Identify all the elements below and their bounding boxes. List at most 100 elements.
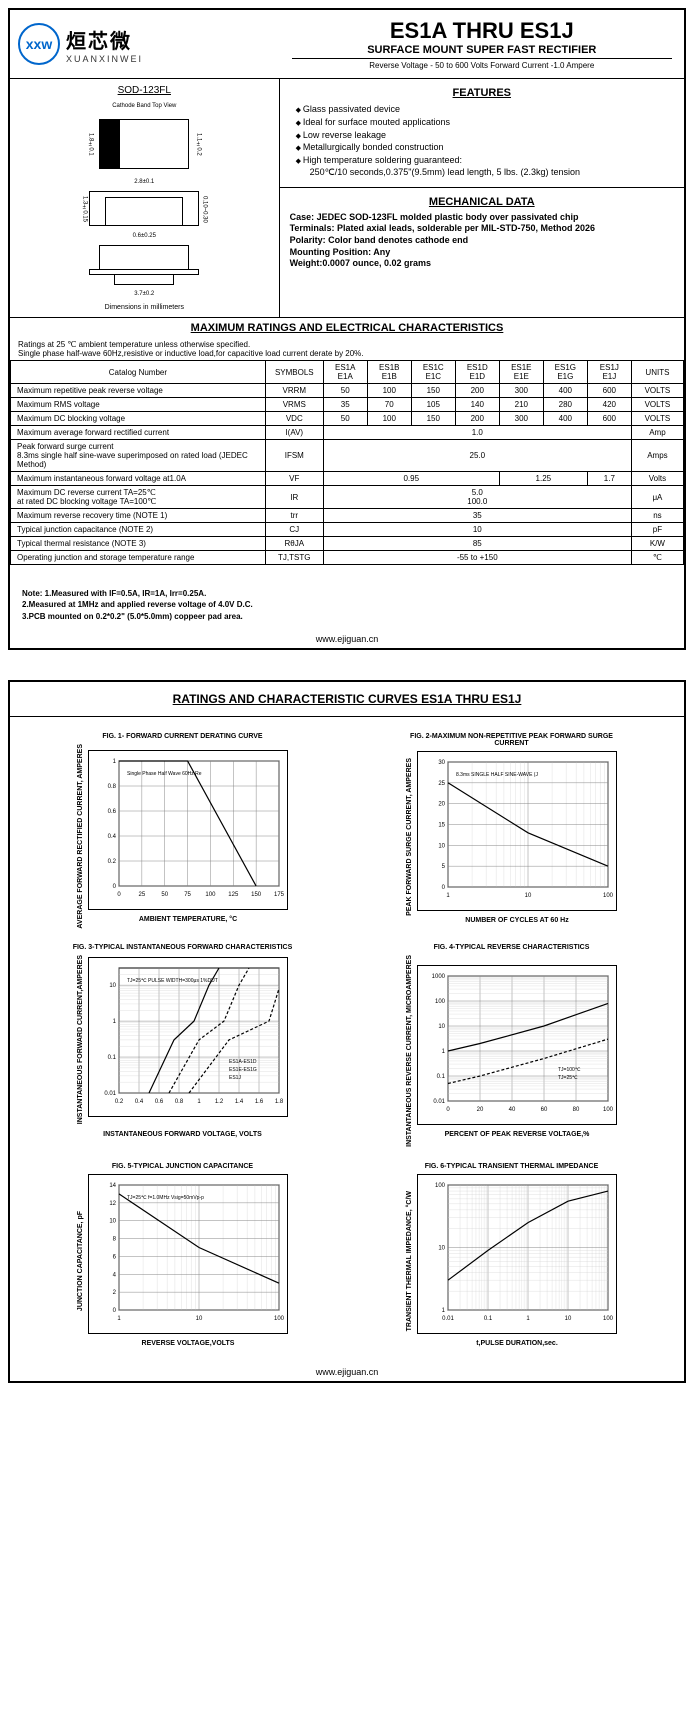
chart-note: Single Phase Half Wave 60Hz Re: [127, 771, 202, 777]
table-row: Maximum DC reverse current TA=25℃ at rat…: [11, 486, 684, 509]
footer-url-2: www.ejiguan.cn: [10, 1363, 684, 1381]
svg-text:0.6: 0.6: [155, 1099, 164, 1105]
svg-text:30: 30: [438, 760, 445, 766]
chart-1: FIG. 1- FORWARD CURRENT DERATING CURVE A…: [26, 733, 339, 929]
feature-item: Glass passivated device: [296, 103, 668, 116]
chart-2: FIG. 2-MAXIMUM NON-REPETITIVE PEAK FORWA…: [355, 733, 668, 929]
chart-note: 8.3ms SINGLE HALF SINE-WAVE (J: [456, 772, 538, 778]
package-top-drawing: [99, 119, 189, 169]
svg-text:125: 125: [228, 892, 239, 898]
svg-text:10: 10: [109, 1219, 116, 1225]
feature-item: Ideal for surface mouted applications: [296, 116, 668, 129]
svg-text:10: 10: [525, 893, 532, 899]
chart-ylabel: TRANSIENT THERMAL IMPEDANCE, °C/W: [406, 1191, 413, 1331]
svg-text:1.2: 1.2: [215, 1099, 224, 1105]
svg-text:1.4: 1.4: [235, 1099, 244, 1105]
svg-text:ES1J: ES1J: [229, 1075, 241, 1081]
svg-text:100: 100: [435, 999, 446, 1005]
dimension-note: Dimensions in millimeters: [16, 304, 273, 311]
ratings-title: MAXIMUM RATINGS AND ELECTRICAL CHARACTER…: [10, 317, 684, 338]
svg-text:60: 60: [541, 1107, 548, 1113]
svg-text:1: 1: [442, 1049, 446, 1055]
chart-4: FIG. 4-TYPICAL REVERSE CHARACTERISTICS I…: [355, 944, 668, 1147]
svg-text:0.2: 0.2: [115, 1099, 124, 1105]
chart-xlabel: t,PULSE DURATION,sec.: [417, 1340, 617, 1347]
chart-xlabel: PERCENT OF PEAK REVERSE VOLTAGE,%: [417, 1131, 617, 1138]
svg-text:1: 1: [526, 1316, 530, 1322]
chart-title: FIG. 1- FORWARD CURRENT DERATING CURVE: [102, 733, 262, 740]
svg-text:ES1A-ES1D: ES1A-ES1D: [229, 1059, 257, 1065]
svg-text:75: 75: [184, 892, 191, 898]
package-diagram: SOD-123FL Cathode Band Top View 1.8±0.1 …: [10, 79, 280, 317]
chart-note: TJ=25℃ f=1.0MHz Vsig=50mVp-p: [127, 1195, 204, 1201]
chart-3: FIG. 3-TYPICAL INSTANTANEOUS FORWARD CHA…: [26, 944, 339, 1147]
chart-sublabel: INSTANTANEOUS FORWARD VOLTAGE, VOLTS: [103, 1131, 262, 1138]
chart-title: FIG. 3-TYPICAL INSTANTANEOUS FORWARD CHA…: [73, 944, 293, 951]
chart-ylabel: INSTANTANEOUS FORWARD CURRENT,AMPERES: [77, 955, 84, 1124]
svg-text:1: 1: [442, 1308, 446, 1314]
svg-text:4: 4: [113, 1273, 117, 1279]
svg-text:0: 0: [113, 1308, 117, 1314]
svg-text:0.8: 0.8: [175, 1099, 184, 1105]
table-row: Peak forward surge current 8.3ms single …: [11, 440, 684, 472]
chart-title: FIG. 4-TYPICAL REVERSE CHARACTERISTICS: [434, 944, 590, 951]
svg-text:0.01: 0.01: [433, 1099, 445, 1105]
svg-text:12: 12: [109, 1201, 116, 1207]
datasheet-page-2: RATINGS AND CHARACTERISTIC CURVES ES1A T…: [8, 680, 686, 1383]
table-row: Maximum reverse recovery time (NOTE 1)tr…: [11, 509, 684, 523]
svg-text:100: 100: [205, 892, 216, 898]
svg-text:TJ=25℃: TJ=25℃: [558, 1075, 578, 1081]
chart-ylabel: AVERAGE FORWARD RECTIFIED CURRENT, AMPER…: [77, 744, 84, 929]
logo-icon: xxw: [18, 23, 60, 65]
svg-text:8: 8: [113, 1237, 117, 1243]
footer-url: www.ejiguan.cn: [10, 630, 684, 648]
chart-title: FIG. 6-TYPICAL TRANSIENT THERMAL IMPEDAN…: [425, 1163, 599, 1170]
svg-text:1: 1: [113, 759, 117, 765]
svg-text:0: 0: [446, 1107, 450, 1113]
svg-text:14: 14: [109, 1183, 116, 1189]
chart-svg: 1101000510152025308.3ms SINGLE HALF SINE…: [417, 751, 617, 911]
chart-svg: 025507510012515017500.20.40.60.81Single …: [88, 750, 288, 910]
table-row: Maximum instantaneous forward voltage at…: [11, 472, 684, 486]
svg-text:20: 20: [438, 801, 445, 807]
svg-text:0.1: 0.1: [108, 1055, 117, 1061]
svg-text:0.2: 0.2: [108, 859, 117, 865]
header: xxw 烜芯微 XUANXINWEI ES1A THRU ES1J SURFAC…: [10, 10, 684, 79]
svg-text:100: 100: [603, 1107, 614, 1113]
svg-text:0.1: 0.1: [484, 1316, 493, 1322]
title-block: ES1A THRU ES1J SURFACE MOUNT SUPER FAST …: [280, 10, 684, 78]
svg-text:100: 100: [435, 1183, 446, 1189]
svg-text:ES1E-ES1G: ES1E-ES1G: [229, 1067, 257, 1073]
features-mechanical: FEATURES Glass passivated deviceIdeal fo…: [280, 79, 684, 317]
svg-text:0: 0: [442, 885, 446, 891]
logo-cn-text: 烜芯微: [66, 25, 143, 54]
svg-text:10: 10: [109, 983, 116, 989]
svg-text:15: 15: [438, 822, 445, 828]
features-extra: 250℃/10 seconds,0.375"(9.5mm) lead lengt…: [296, 167, 668, 179]
svg-text:TJ=100℃: TJ=100℃: [558, 1067, 581, 1073]
svg-text:10: 10: [565, 1316, 572, 1322]
table-row: Maximum repetitive peak reverse voltageV…: [11, 384, 684, 398]
top-view-label: Cathode Band Top View: [112, 103, 176, 109]
info-row: SOD-123FL Cathode Band Top View 1.8±0.1 …: [10, 79, 684, 317]
svg-text:5: 5: [442, 864, 446, 870]
svg-text:1.6: 1.6: [255, 1099, 264, 1105]
svg-text:10: 10: [438, 843, 445, 849]
features-list: Glass passivated deviceIdeal for surface…: [296, 103, 668, 167]
chart-xlabel: AMBIENT TEMPERATURE, °C: [88, 916, 288, 923]
svg-text:1000: 1000: [432, 974, 446, 980]
logo-en-text: XUANXINWEI: [66, 54, 143, 64]
svg-text:1: 1: [117, 1316, 121, 1322]
package-front-drawing: [89, 245, 199, 285]
chart-svg: 11010002468101214TJ=25℃ f=1.0MHz Vsig=50…: [88, 1174, 288, 1334]
package-side-drawing: [89, 191, 199, 226]
svg-text:1: 1: [446, 893, 450, 899]
svg-text:175: 175: [274, 892, 285, 898]
features-title: FEATURES: [296, 87, 668, 99]
chart-ylabel: PEAK FORWARD SURGE CURRENT, AMPERES: [406, 758, 413, 916]
svg-text:0.01: 0.01: [442, 1316, 454, 1322]
package-label: SOD-123FL: [16, 85, 273, 96]
svg-text:0.1: 0.1: [437, 1074, 446, 1080]
chart-title: FIG. 2-MAXIMUM NON-REPETITIVE PEAK FORWA…: [402, 733, 622, 747]
svg-text:150: 150: [251, 892, 262, 898]
